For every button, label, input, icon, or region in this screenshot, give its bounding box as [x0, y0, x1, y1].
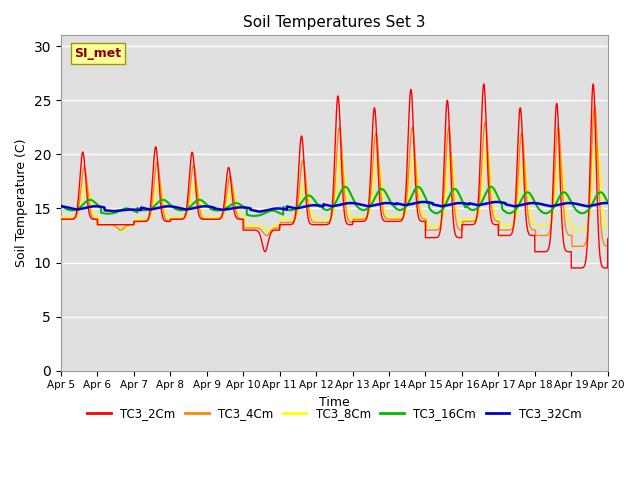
Text: SI_met: SI_met [75, 47, 122, 60]
Title: Soil Temperatures Set 3: Soil Temperatures Set 3 [243, 15, 426, 30]
Y-axis label: Soil Temperature (C): Soil Temperature (C) [15, 139, 28, 267]
X-axis label: Time: Time [319, 396, 349, 409]
Legend: TC3_2Cm, TC3_4Cm, TC3_8Cm, TC3_16Cm, TC3_32Cm: TC3_2Cm, TC3_4Cm, TC3_8Cm, TC3_16Cm, TC3… [83, 403, 586, 425]
